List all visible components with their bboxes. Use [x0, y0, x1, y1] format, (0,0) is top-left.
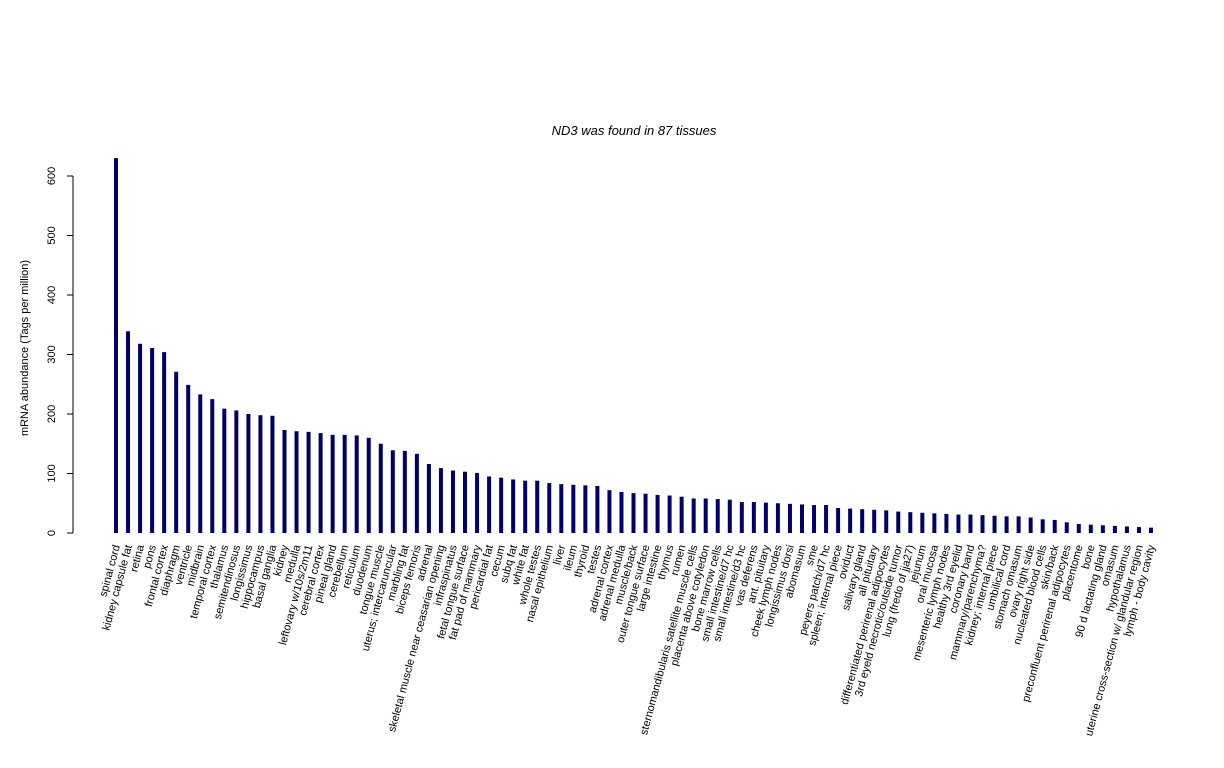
bar [1112, 525, 1117, 533]
bar [631, 493, 636, 533]
bar [186, 384, 191, 533]
bar [222, 408, 227, 533]
bar [511, 479, 516, 533]
bar [607, 490, 612, 533]
bar [679, 496, 684, 533]
bar [571, 484, 576, 533]
bar [499, 477, 504, 533]
bar [824, 505, 829, 533]
bar [150, 347, 155, 533]
bar [402, 450, 407, 533]
y-tick-label: 100 [46, 464, 58, 482]
bar [944, 513, 949, 533]
bar [595, 485, 600, 533]
bar [366, 437, 371, 533]
bar [378, 443, 383, 533]
y-tick-label: 400 [46, 286, 58, 304]
bar [872, 509, 877, 533]
bar [210, 399, 215, 533]
bar [318, 433, 323, 533]
bar [655, 494, 660, 533]
bar [727, 499, 732, 533]
chart-title: ND3 was found in 87 tissues [552, 123, 717, 138]
bar [475, 472, 480, 533]
bar [559, 484, 564, 533]
bar [114, 158, 118, 533]
bar [763, 502, 768, 533]
bar [860, 509, 865, 533]
x-tick-label: sme [804, 544, 821, 567]
bar [1088, 524, 1093, 533]
bar [126, 331, 131, 533]
bar [198, 394, 203, 533]
bar [438, 468, 443, 533]
bar [1004, 516, 1009, 533]
bar [246, 414, 251, 533]
bar [667, 495, 672, 533]
bar [1136, 527, 1141, 533]
bar [775, 503, 780, 533]
bar [1040, 519, 1045, 533]
bar [715, 499, 720, 533]
bar [932, 513, 937, 533]
bar [162, 352, 167, 533]
y-tick-label: 500 [46, 226, 58, 244]
bar [523, 480, 528, 533]
bar [583, 485, 588, 533]
bar [739, 502, 744, 533]
bar [1076, 524, 1081, 533]
bar [1100, 525, 1105, 533]
bar [836, 508, 841, 533]
bar [535, 480, 540, 533]
bar [884, 510, 889, 533]
bar [787, 503, 792, 533]
bar [1124, 526, 1129, 533]
bar [282, 430, 287, 533]
bar [968, 514, 973, 533]
bar [920, 512, 925, 533]
bar [234, 410, 239, 533]
bar [174, 371, 179, 533]
bar [330, 434, 335, 533]
bar [1149, 527, 1153, 533]
bar [1016, 516, 1021, 533]
y-tick-label: 0 [46, 530, 58, 536]
bar [703, 498, 708, 533]
x-tick-label: liver [551, 543, 568, 566]
y-tick-label: 600 [46, 167, 58, 185]
y-axis-label: mRNA abundance (Tags per million) [19, 260, 31, 436]
bar [691, 498, 696, 533]
bar [294, 431, 299, 533]
bar [450, 470, 455, 533]
bar [306, 431, 311, 533]
bar [487, 476, 492, 533]
bar [463, 471, 468, 533]
bar [1064, 522, 1069, 533]
bar [956, 514, 961, 533]
bar [547, 483, 552, 533]
bar [980, 515, 985, 533]
bar [426, 463, 431, 533]
bar [619, 491, 624, 533]
bar [342, 434, 347, 533]
bar [643, 493, 648, 533]
bar [908, 512, 913, 533]
bar [390, 450, 395, 533]
bar [354, 435, 359, 533]
bar [414, 453, 419, 533]
bar [812, 505, 817, 533]
bar [1052, 519, 1057, 533]
y-tick-label: 300 [46, 345, 58, 363]
bar [848, 508, 853, 533]
bar [799, 504, 804, 533]
bar [896, 511, 901, 533]
bar [1028, 517, 1033, 533]
bar [751, 502, 756, 533]
bar [992, 515, 997, 533]
bar [138, 343, 143, 533]
bar [270, 415, 275, 533]
bar [258, 415, 263, 533]
y-tick-label: 200 [46, 405, 58, 423]
